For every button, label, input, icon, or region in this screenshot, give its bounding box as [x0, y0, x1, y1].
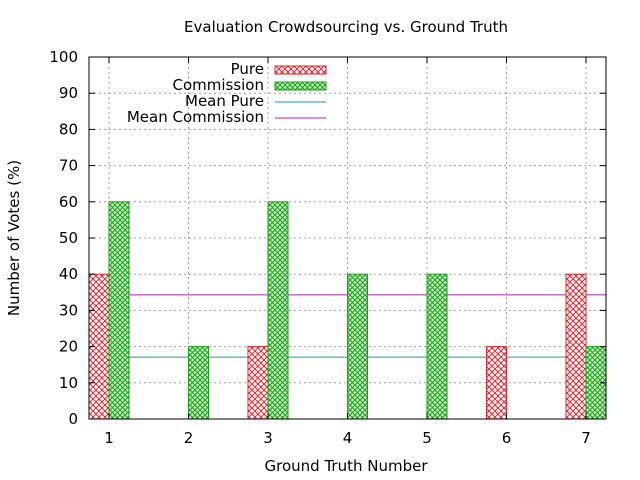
- y-tick-label: 20: [59, 338, 78, 356]
- legend-label: Commission: [172, 76, 264, 94]
- chart-title: Evaluation Crowdsourcing vs. Ground Trut…: [184, 18, 508, 36]
- legend-swatch: [274, 81, 327, 91]
- x-tick-labels: 1 2 3 4 5 6 7: [104, 429, 591, 447]
- y-tick-label: 40: [59, 265, 78, 283]
- y-tick-label: 80: [59, 120, 78, 138]
- bar-pure: [486, 346, 507, 420]
- bar-commission: [108, 201, 130, 420]
- bar-commission: [267, 201, 289, 420]
- legend-label: Pure: [231, 60, 264, 78]
- x-tick-label: 6: [502, 429, 512, 447]
- x-tick-label: 1: [104, 429, 114, 447]
- x-tick-label: 2: [184, 429, 194, 447]
- y-tick-label: 30: [59, 301, 78, 319]
- plot-frame: [88, 56, 607, 420]
- y-tick-label: 10: [59, 374, 78, 392]
- axes: [88, 56, 607, 420]
- y-tick-label: 50: [59, 229, 78, 247]
- x-tick-label: 3: [263, 429, 273, 447]
- x-tick-label: 5: [422, 429, 432, 447]
- bar-commission: [426, 273, 448, 420]
- x-tick-label: 4: [343, 429, 353, 447]
- x-tick-label: 7: [581, 429, 591, 447]
- bars: [88, 201, 607, 420]
- y-axis-label: Number of Votes (%): [5, 160, 23, 316]
- bar-commission: [347, 273, 368, 420]
- legend-label: Mean Commission: [127, 108, 264, 126]
- y-tick-label: 100: [49, 48, 78, 66]
- legend-label: Mean Pure: [185, 92, 264, 110]
- y-tick-label: 60: [59, 193, 78, 211]
- y-tick-label: 70: [59, 157, 78, 175]
- x-axis-label: Ground Truth Number: [265, 457, 429, 475]
- bar-pure: [247, 346, 269, 420]
- y-tick-labels: 0 10 20 30 40 50 60 70 80 90 100: [49, 48, 78, 428]
- y-tick-label: 0: [68, 410, 78, 428]
- legend-swatch: [274, 65, 327, 75]
- bar-pure: [565, 273, 587, 420]
- bar-commission: [188, 346, 209, 420]
- y-tick-label: 90: [59, 84, 78, 102]
